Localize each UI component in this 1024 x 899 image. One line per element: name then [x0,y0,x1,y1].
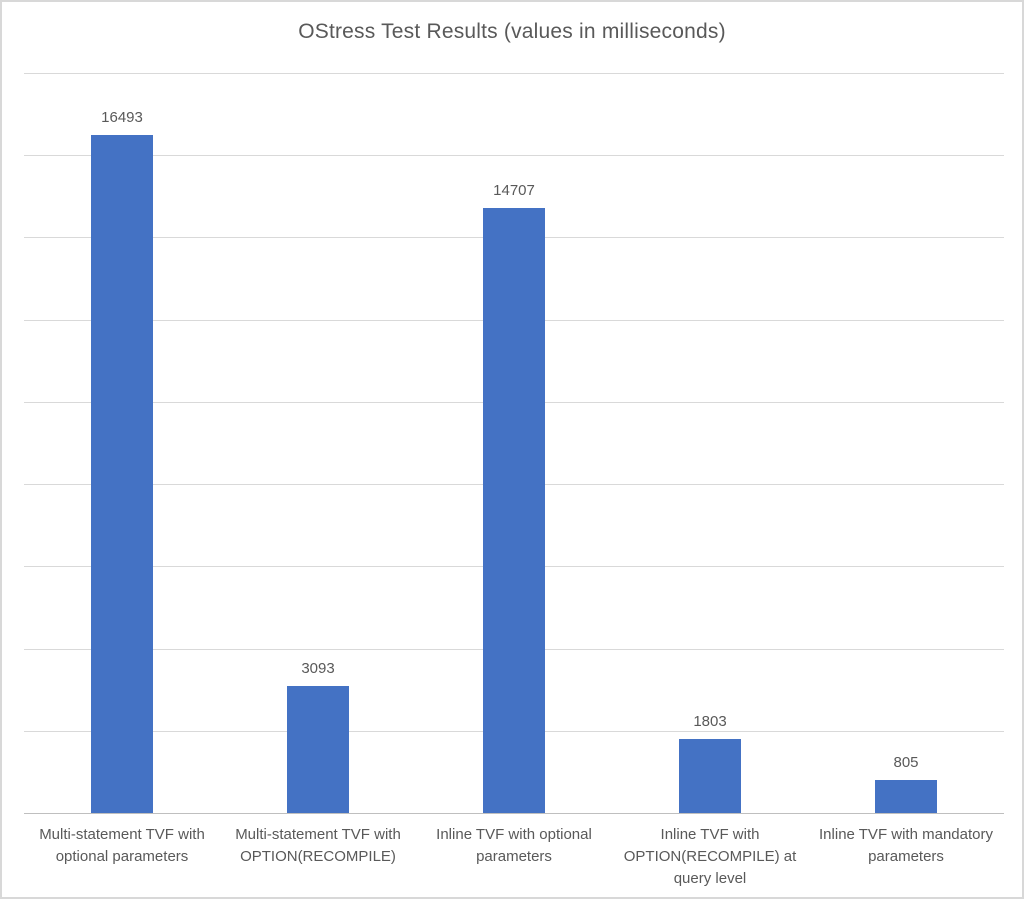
category-label: Inline TVF with mandatory parameters [819,826,993,865]
category-label: Inline TVF with OPTION(RECOMPILE) at que… [623,826,797,887]
gridline [24,155,1004,156]
bar-value-label: 14707 [493,182,535,199]
bar-value-label: 16493 [101,109,143,126]
bar-5 [875,780,937,813]
bar-2 [287,686,349,813]
bar-1 [91,135,153,813]
bar-3 [483,208,545,813]
category-label: Inline TVF with optional parameters [436,826,592,865]
chart-title: OStress Test Results (values in millisec… [298,20,726,43]
gridline [24,73,1004,74]
bar-value-label: 3093 [301,660,335,677]
bar-value-label: 805 [893,754,919,771]
category-label: Multi-statement TVF with optional parame… [39,826,205,865]
x-axis-line [24,813,1004,814]
category-label: Multi-statement TVF with OPTION(RECOMPIL… [235,826,401,865]
bar-4 [679,739,741,813]
bar-value-label: 1803 [693,713,727,730]
